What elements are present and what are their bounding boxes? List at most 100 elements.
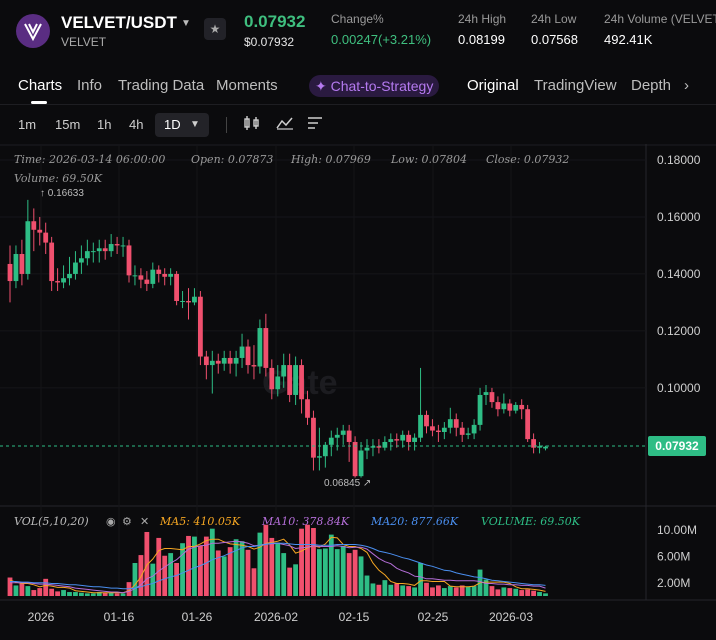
volume-bar bbox=[531, 590, 536, 596]
candle-body bbox=[168, 273, 174, 277]
volume-bar bbox=[132, 563, 138, 596]
timeframe-1h[interactable]: 1h bbox=[97, 117, 112, 132]
volume-bar bbox=[525, 589, 531, 596]
settings-list-icon[interactable] bbox=[307, 116, 323, 133]
volume-bar bbox=[108, 592, 114, 596]
candle-body bbox=[322, 444, 328, 457]
candle-body bbox=[245, 346, 251, 366]
stat-change-label: Change% bbox=[331, 12, 384, 26]
candle-body bbox=[453, 419, 459, 428]
volume-bar bbox=[269, 537, 275, 596]
candle-body bbox=[412, 437, 417, 442]
volume-bar bbox=[447, 586, 453, 596]
candle-body bbox=[19, 253, 25, 274]
time-axis-label: 01-16 bbox=[104, 610, 135, 624]
volume-bar bbox=[31, 590, 37, 596]
ohlc-low: Low: 0.07804 bbox=[390, 153, 467, 166]
candle-body bbox=[239, 346, 245, 358]
volume-bar bbox=[465, 586, 471, 596]
volume-bar bbox=[96, 592, 102, 596]
candle-body bbox=[394, 439, 400, 441]
candle-body bbox=[299, 365, 304, 400]
volume-bar bbox=[293, 564, 298, 596]
candle-body bbox=[459, 427, 465, 435]
volume-bar bbox=[543, 593, 548, 596]
price-axis-label: 0.12000 bbox=[657, 324, 701, 338]
candle-body bbox=[281, 365, 287, 377]
last-price-usd: $0.07932 bbox=[244, 35, 295, 49]
timeframe-4h[interactable]: 4h bbox=[129, 117, 144, 132]
candle-body bbox=[257, 328, 263, 367]
volume-bar bbox=[453, 587, 459, 596]
volume-bar bbox=[483, 579, 489, 596]
volume-bar bbox=[43, 578, 49, 596]
candle-body bbox=[477, 394, 483, 425]
candle-body bbox=[180, 300, 185, 302]
candle-body bbox=[436, 430, 441, 433]
gear-icon[interactable]: ⚙ bbox=[122, 515, 132, 528]
volume-bar bbox=[459, 585, 465, 596]
timeframe-1m[interactable]: 1m bbox=[18, 117, 37, 132]
chevron-right-icon[interactable]: › bbox=[684, 77, 689, 94]
volume-bar bbox=[67, 592, 72, 596]
candle-body bbox=[192, 296, 197, 303]
volume-bar bbox=[245, 549, 251, 596]
volume-bar bbox=[25, 586, 31, 596]
current-price-value: 0.07932 bbox=[655, 439, 699, 453]
volume-bar bbox=[352, 549, 358, 596]
timeframe-1d[interactable]: 1D bbox=[164, 117, 181, 132]
candle-body bbox=[174, 273, 179, 301]
chevron-down-icon[interactable]: ▼ bbox=[181, 18, 191, 29]
volume-bar bbox=[114, 593, 120, 596]
star-icon[interactable]: ★ bbox=[204, 18, 226, 40]
vol-legend-title: VOL(5,10,20) bbox=[14, 515, 89, 528]
candle-body bbox=[13, 253, 19, 282]
tab-depth[interactable]: Depth bbox=[631, 77, 672, 94]
candle-body bbox=[388, 439, 394, 442]
tab-info[interactable]: Info bbox=[77, 77, 103, 94]
candle-body bbox=[67, 273, 72, 279]
candle-body bbox=[334, 434, 340, 438]
volume-bar bbox=[49, 588, 55, 596]
stat-low-value: 0.07568 bbox=[531, 32, 578, 47]
volume-bar bbox=[7, 577, 13, 596]
close-icon[interactable]: ✕ bbox=[140, 515, 149, 528]
active-tab-indicator bbox=[31, 101, 47, 104]
time-axis-label: 2026 bbox=[28, 610, 55, 624]
candle-body bbox=[489, 392, 495, 403]
candle-body bbox=[424, 414, 429, 427]
price-axis-label: 0.16000 bbox=[657, 210, 701, 224]
price-chart[interactable]: Gate 0.180000.160000.140000.120000.10000… bbox=[0, 144, 716, 640]
indicators-icon[interactable] bbox=[276, 116, 294, 133]
candle-body bbox=[471, 424, 477, 434]
candlestick-type-icon[interactable] bbox=[243, 116, 261, 133]
candle-body bbox=[441, 427, 447, 433]
eye-icon[interactable]: ◉ bbox=[106, 515, 116, 528]
volume-bar bbox=[102, 592, 108, 596]
candle-body bbox=[507, 403, 513, 411]
volume-bar bbox=[436, 585, 441, 596]
candle-body bbox=[447, 419, 453, 428]
candle-body bbox=[79, 258, 84, 263]
tab-charts[interactable]: Charts bbox=[18, 77, 63, 94]
volume-bar bbox=[239, 541, 245, 596]
candle-body bbox=[156, 269, 162, 274]
candle-body bbox=[150, 269, 156, 284]
tab-moments[interactable]: Moments bbox=[216, 77, 278, 94]
tab-trading-data[interactable]: Trading Data bbox=[118, 77, 205, 94]
timeframe-15m[interactable]: 15m bbox=[55, 117, 81, 132]
volume-bar bbox=[400, 585, 406, 596]
tab-tradingview[interactable]: TradingView bbox=[534, 77, 617, 94]
volume-bar bbox=[19, 583, 25, 596]
candle-body bbox=[138, 275, 144, 280]
tab-original[interactable]: Original bbox=[467, 77, 519, 94]
candle-body bbox=[287, 365, 293, 395]
timeframe-dropdown-icon[interactable]: ▼ bbox=[190, 119, 200, 130]
pair-selector[interactable]: VELVET/USDT bbox=[61, 13, 177, 32]
volume-bar bbox=[13, 585, 19, 596]
volume-bar bbox=[406, 586, 412, 596]
chat-to-strategy-button[interactable]: ✦ Chat-to-Strategy bbox=[309, 75, 440, 97]
volume-bar bbox=[90, 593, 96, 596]
market-header: VELVET/USDT ▼ VELVET ★ 0.07932 $0.07932 … bbox=[0, 0, 716, 60]
volume-bar bbox=[441, 588, 447, 596]
